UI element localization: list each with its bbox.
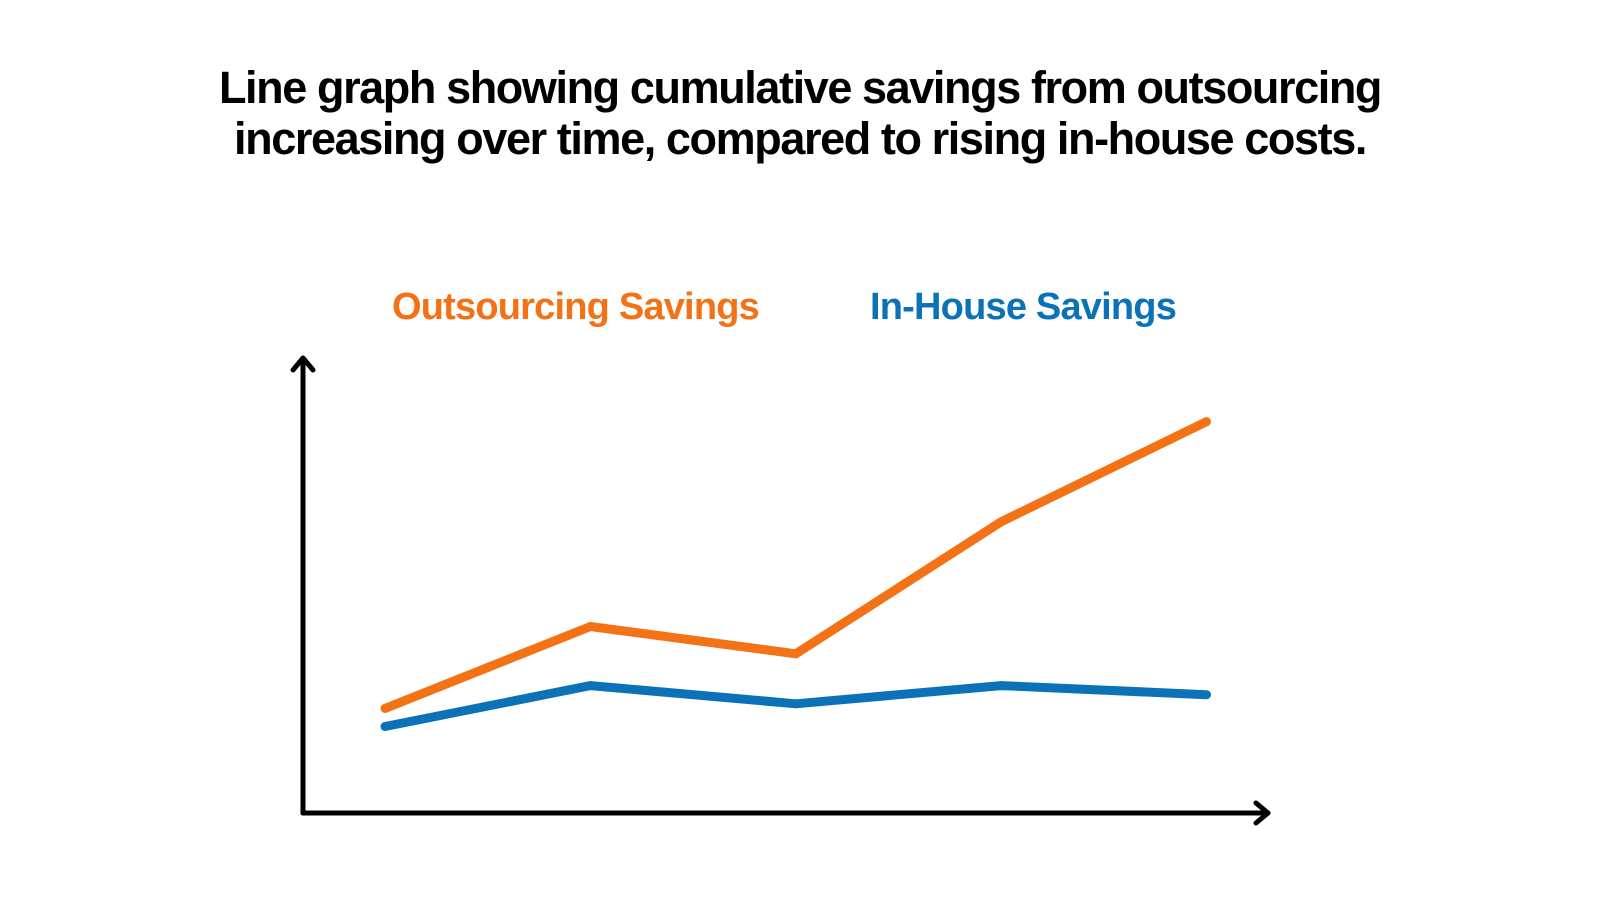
y-axis-arrowhead [290,355,316,373]
chart-title: Line graph showing cumulative savings fr… [0,62,1600,164]
data-point-in-house-savings-2 [585,681,595,691]
legend-outsourcing-savings: Outsourcing Savings [392,286,760,328]
data-point-outsourcing-savings-4 [996,517,1006,527]
data-point-outsourcing-savings-1 [380,703,390,713]
data-point-outsourcing-savings-3 [791,649,801,659]
data-point-in-house-savings-1 [380,722,390,731]
data-point-in-house-savings-5 [1201,690,1211,700]
legend-in-house-savings: In-House Savings [870,286,1177,328]
axes [290,355,1271,826]
x-axis-arrowhead [1253,800,1271,826]
data-point-in-house-savings-3 [791,699,801,709]
chart-title-line-1: Line graph showing cumulative savings fr… [218,62,1382,113]
data-point-in-house-savings-4 [996,681,1006,691]
chart-title-line-2: increasing over time, compared to rising… [234,113,1367,164]
series-layer [380,417,1211,731]
data-point-outsourcing-savings-5 [1201,417,1211,427]
data-point-outsourcing-savings-2 [585,622,595,631]
series-line-outsourcing-savings [380,417,1211,713]
